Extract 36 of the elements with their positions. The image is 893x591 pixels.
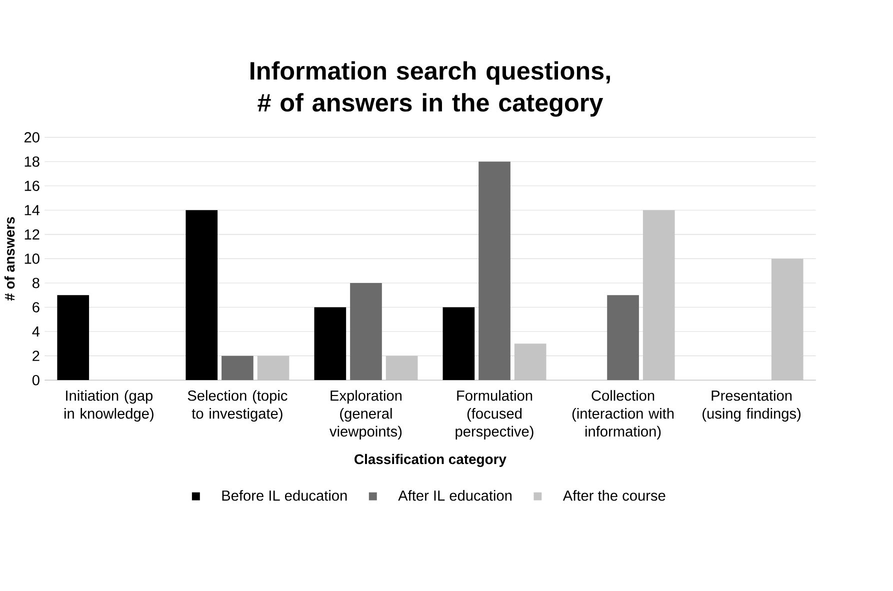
y-tick-label: 16 <box>24 180 40 192</box>
bar <box>642 210 675 380</box>
bar <box>350 282 382 380</box>
y-tick-label: 6 <box>32 302 40 312</box>
bar <box>186 210 218 380</box>
y-tick-label: 20 <box>24 132 40 142</box>
y-tick-label: 8 <box>32 278 40 288</box>
legend-label: Before IL education <box>222 490 347 501</box>
bar <box>478 162 510 380</box>
bar <box>257 356 290 380</box>
bar <box>771 258 804 380</box>
chart-title: Information search questions, # of answers in the category <box>250 61 610 117</box>
y-tick-label: 12 <box>24 229 40 240</box>
bar <box>57 295 90 380</box>
y-tick-label: 0 <box>32 374 40 386</box>
bar <box>514 344 546 380</box>
y-tick-label: 14 <box>24 205 40 216</box>
bar <box>442 307 475 380</box>
x-tick-label: Selection (topic to investigate) <box>188 390 288 422</box>
legend-label: After IL education <box>398 490 512 501</box>
bar <box>607 295 639 380</box>
legend-label: After the course <box>562 490 666 501</box>
x-tick-label: Collection (interaction with information) <box>572 390 674 440</box>
bar <box>222 356 254 380</box>
y-axis-title: # of answers <box>4 217 15 301</box>
x-tick-label: Exploration (general viewpoints) <box>330 390 402 440</box>
x-axis-title: Classification category <box>354 454 506 467</box>
y-tick-label: 4 <box>32 326 40 337</box>
x-tick-label: Presentation (using findings) <box>702 390 801 422</box>
y-tick-label: 10 <box>24 254 40 264</box>
y-tick-label: 18 <box>24 156 40 167</box>
x-tick-label: Initiation (gap in knowledge) <box>64 390 154 422</box>
bar <box>314 307 346 380</box>
bar <box>386 356 418 380</box>
y-tick-label: 2 <box>32 350 40 361</box>
x-tick-label: Formulation (focused perspective) <box>456 390 534 440</box>
